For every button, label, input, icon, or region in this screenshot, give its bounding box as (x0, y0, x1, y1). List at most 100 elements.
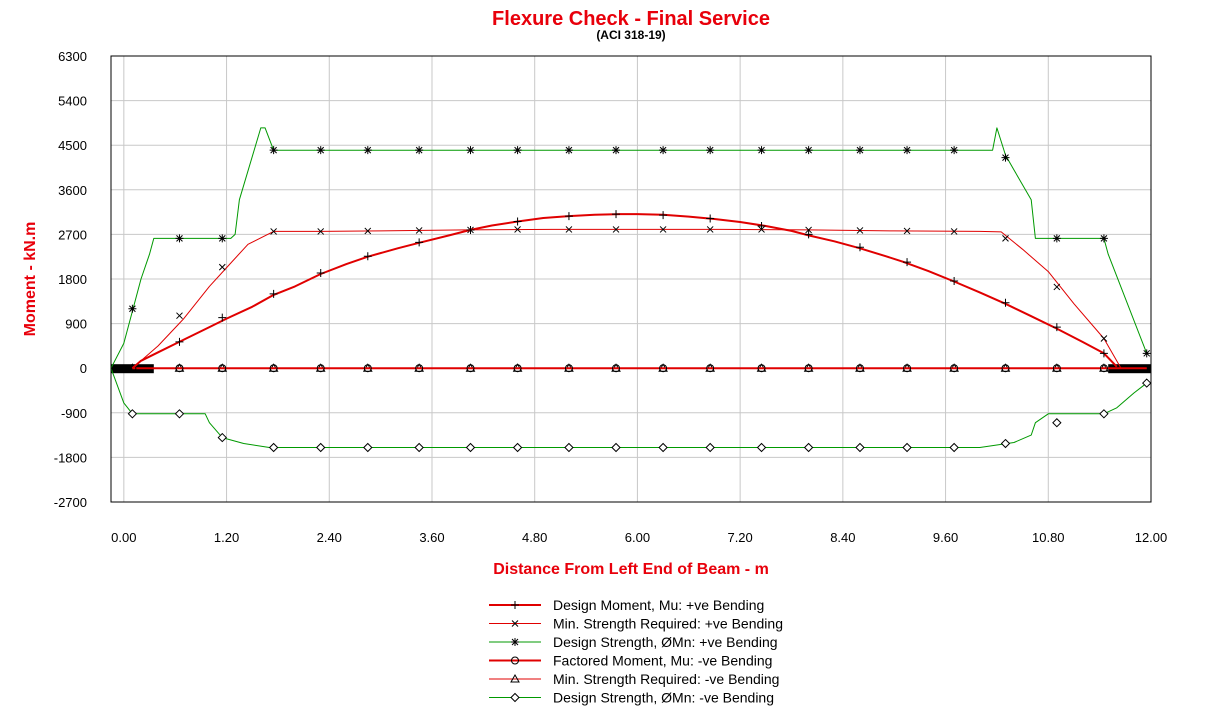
series-point (706, 146, 715, 155)
series-point (564, 442, 574, 453)
series-point (706, 364, 715, 373)
x-axis-label: Distance From Left End of Beam - m (493, 561, 769, 578)
y-tick-label: 0 (80, 361, 87, 376)
legend-label: Design Moment, Mu: +ve Bending (553, 597, 764, 613)
series-point (805, 226, 812, 234)
series-point (513, 146, 522, 155)
series-point (270, 228, 277, 235)
series-point (856, 227, 864, 234)
series-point (565, 226, 573, 233)
legend-item: Design Strength, ØMn: +ve Bending (489, 634, 778, 650)
series-point (855, 442, 865, 453)
series-point (804, 146, 813, 155)
series-point (218, 313, 227, 322)
series-point (363, 364, 372, 373)
plot-frame (110, 55, 1152, 503)
series-point (564, 212, 573, 221)
series-point (803, 442, 814, 453)
x-tick-label: 7.20 (727, 530, 752, 545)
series-point (903, 227, 911, 235)
series-point (950, 146, 959, 155)
y-tick-label: 4500 (58, 138, 87, 153)
series-line (110, 368, 1148, 448)
y-tick-label: -900 (61, 406, 87, 421)
series-point (564, 146, 573, 155)
legend-label: Design Strength, ØMn: -ve Bending (553, 690, 774, 706)
legend-marker (511, 656, 519, 665)
legend-item: Min. Strength Required: -ve Bending (489, 671, 779, 687)
series-point (950, 276, 959, 285)
series-point (658, 442, 668, 453)
legend-marker (510, 673, 520, 683)
series-point (317, 228, 325, 235)
series-point (659, 146, 668, 155)
series-point (1053, 283, 1061, 291)
series-line (132, 228, 1122, 369)
y-tick-label: 5400 (58, 94, 87, 109)
series-point (316, 146, 325, 155)
series-point (513, 364, 522, 373)
series-point (950, 228, 958, 235)
x-tick-label: 10.80 (1032, 530, 1065, 545)
series-point (903, 364, 912, 373)
series-point (804, 364, 813, 373)
series-point (903, 258, 912, 267)
series-point (466, 146, 475, 155)
series-point (1052, 323, 1061, 332)
series-3 (128, 364, 1147, 373)
series-point (174, 409, 185, 419)
series-point (364, 227, 372, 235)
legend-label: Factored Moment, Mu: -ve Bending (553, 653, 772, 669)
series-point (612, 364, 621, 373)
series-point (175, 234, 184, 243)
series-point (1052, 234, 1061, 243)
series-point (269, 289, 278, 298)
series-5 (110, 368, 1152, 453)
y-tick-label: 1800 (58, 272, 87, 287)
series-point (855, 146, 864, 155)
grid (111, 55, 1152, 503)
series-point (659, 364, 668, 373)
series-point (513, 217, 522, 226)
x-tick-label: 0.00 (111, 530, 136, 545)
series-point (756, 442, 767, 453)
series-line (110, 127, 1148, 369)
series-point (363, 146, 372, 155)
series-point (1000, 438, 1011, 449)
series-point (706, 214, 715, 223)
x-tick-label: 2.40 (317, 530, 342, 545)
x-tick-label: 12.00 (1135, 530, 1168, 545)
x-tick-labels: 0.00 1.20 2.40 3.60 4.80 6.00 7.20 8.40 9.60 10.8… (111, 530, 1167, 545)
series-point (316, 364, 325, 373)
series-point (757, 221, 766, 230)
support-block (111, 364, 154, 374)
series-1 (132, 226, 1122, 369)
series-2 (110, 127, 1151, 369)
series-point (1099, 349, 1108, 358)
series-point (1099, 234, 1108, 243)
series-point (612, 226, 620, 233)
series-point (705, 442, 715, 453)
series-point (218, 234, 227, 243)
series-point (466, 364, 475, 373)
legend-marker (511, 620, 519, 627)
series-point (1001, 364, 1010, 373)
series-point (415, 238, 424, 247)
series-point (1142, 378, 1152, 388)
y-tick-label: -1800 (54, 450, 87, 465)
y-tick-labels: -2700 -1800 -900 0 900 1800 2700 3600 4500 5400 63… (54, 49, 87, 510)
series-point (316, 269, 325, 278)
series-point (1100, 335, 1108, 342)
series-point (949, 442, 959, 453)
series-point (903, 146, 912, 155)
x-tick-label: 4.80 (522, 530, 547, 545)
legend-item: Design Moment, Mu: +ve Bending (489, 597, 764, 613)
series-point (268, 442, 279, 453)
series-point (363, 442, 373, 453)
series-point (855, 243, 864, 252)
y-tick-label: 6300 (58, 49, 87, 64)
series-point (1099, 409, 1109, 419)
series-point (659, 226, 667, 233)
series-point (1001, 298, 1010, 307)
x-tick-label: 6.00 (625, 530, 650, 545)
